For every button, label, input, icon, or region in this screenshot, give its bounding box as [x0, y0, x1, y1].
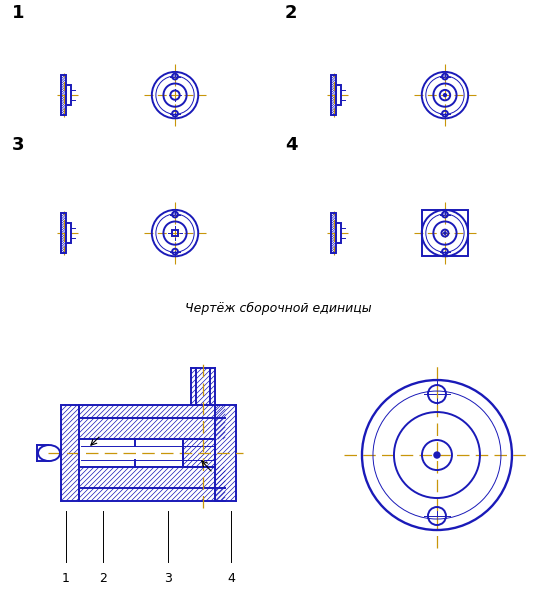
Text: 1: 1: [12, 4, 25, 22]
Text: 2: 2: [285, 4, 297, 22]
Text: 3: 3: [164, 572, 172, 585]
Bar: [216, 406, 236, 501]
Bar: [66, 223, 71, 243]
Bar: [79, 488, 225, 501]
Bar: [336, 85, 341, 105]
Bar: [62, 76, 66, 114]
Bar: [336, 223, 341, 243]
Bar: [62, 214, 66, 252]
Text: 4: 4: [285, 136, 297, 154]
Bar: [61, 75, 66, 115]
Bar: [173, 230, 178, 236]
Text: 3: 3: [12, 136, 25, 154]
Bar: [62, 406, 79, 501]
Bar: [183, 439, 215, 467]
Text: 1: 1: [62, 572, 70, 585]
Text: 4: 4: [227, 572, 235, 585]
Circle shape: [444, 232, 446, 234]
Bar: [183, 439, 214, 466]
Circle shape: [434, 452, 440, 458]
Bar: [66, 85, 71, 105]
Bar: [422, 210, 468, 256]
Bar: [332, 214, 335, 252]
Bar: [79, 405, 225, 418]
Bar: [331, 213, 336, 253]
Circle shape: [443, 94, 446, 97]
Bar: [61, 213, 66, 253]
Text: Чертёж сборочной единицы: Чертёж сборочной единицы: [185, 302, 372, 315]
Bar: [79, 418, 225, 439]
Bar: [331, 75, 336, 115]
Bar: [192, 368, 214, 404]
Text: 2: 2: [99, 572, 107, 585]
Bar: [332, 76, 335, 114]
Bar: [61, 405, 79, 501]
Bar: [79, 467, 225, 488]
